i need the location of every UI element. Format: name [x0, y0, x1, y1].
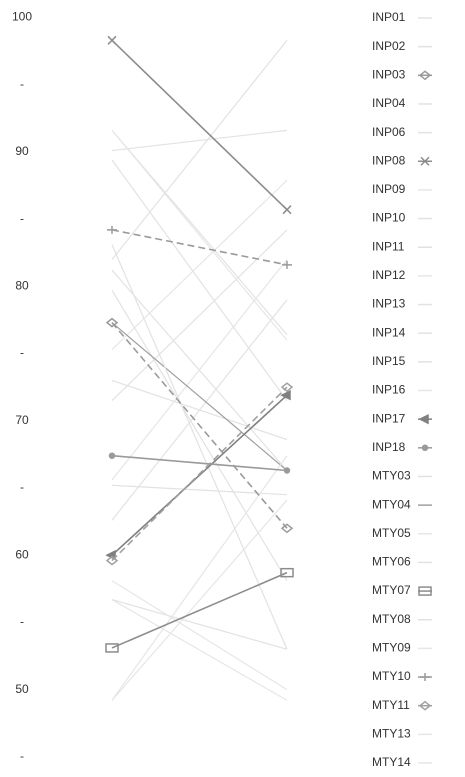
- y-tick-label: -: [20, 615, 24, 629]
- series-line: [111, 129, 288, 152]
- legend-marker: [418, 700, 432, 711]
- legend-marker: [418, 413, 429, 425]
- legend-label: INP11: [372, 239, 405, 253]
- series-line: [111, 499, 288, 701]
- legend-label: INP08: [372, 153, 406, 167]
- point-marker: [282, 260, 292, 269]
- point-marker: [108, 452, 116, 459]
- point-marker: [107, 35, 117, 45]
- y-tick-label: 50: [15, 682, 29, 696]
- legend-marker: [421, 444, 429, 452]
- point-marker: [105, 643, 119, 653]
- point-marker: [280, 567, 294, 578]
- legend-label: MTY04: [372, 497, 411, 511]
- point-marker: [280, 382, 294, 393]
- y-tick-label: -: [20, 346, 24, 360]
- series-line: [111, 159, 288, 401]
- legend-label: INP14: [372, 325, 406, 339]
- y-tick-label: -: [20, 480, 24, 494]
- legend-label: MTY07: [372, 583, 411, 597]
- y-tick-label: 100: [12, 10, 32, 24]
- y-tick-label: 60: [15, 547, 29, 561]
- series-line: [111, 130, 288, 341]
- legend-marker: [418, 70, 432, 81]
- legend-label: MTY03: [372, 469, 411, 483]
- series-line: [111, 229, 288, 402]
- series-line: [111, 244, 288, 650]
- legend-label: INP17: [372, 411, 406, 425]
- legend-label: MTY05: [372, 526, 411, 540]
- legend-label: MTY08: [372, 612, 411, 626]
- series-line: [111, 39, 288, 260]
- legend-marker: [420, 156, 430, 166]
- point-marker: [280, 390, 291, 401]
- legend-label: INP03: [372, 67, 406, 81]
- series-line: [111, 599, 288, 701]
- series-line: [111, 39, 288, 211]
- series-line: [111, 229, 288, 266]
- series-line: [111, 386, 288, 562]
- legend-label: MTY13: [372, 727, 411, 741]
- series-line: [111, 290, 288, 582]
- legend-label: INP13: [372, 297, 406, 311]
- y-tick-label: -: [20, 211, 24, 225]
- point-marker: [280, 523, 294, 534]
- legend-label: MTY06: [372, 555, 411, 569]
- point-marker: [105, 317, 119, 328]
- point-marker: [107, 225, 117, 234]
- series-line: [111, 322, 288, 471]
- legend-label: MTY09: [372, 641, 411, 655]
- legend-label: MTY11: [372, 698, 410, 712]
- legend-label: INP09: [372, 182, 406, 196]
- series-line: [111, 179, 288, 350]
- series-line: [111, 455, 288, 701]
- legend-marker: [420, 673, 430, 682]
- series-line: [111, 598, 288, 650]
- legend-label: INP18: [372, 440, 406, 454]
- point-marker: [282, 205, 292, 215]
- legend-label: INP10: [372, 211, 406, 225]
- legend-label: INP02: [372, 39, 406, 53]
- legend-label: INP04: [372, 96, 406, 110]
- series-line: [111, 379, 288, 441]
- y-tick-label: 80: [15, 279, 29, 293]
- point-marker: [105, 555, 119, 566]
- y-tick-label: -: [20, 77, 24, 91]
- point-marker: [283, 467, 291, 474]
- series-line: [111, 580, 288, 691]
- legend-label: INP01: [372, 10, 406, 24]
- y-tick-label: -: [20, 749, 24, 763]
- y-tick-label: 90: [15, 144, 29, 158]
- series-line: [111, 454, 288, 472]
- legend-label: INP16: [372, 383, 406, 397]
- legend-label: MTY10: [372, 669, 411, 683]
- legend-label: INP15: [372, 354, 406, 368]
- series-line: [111, 571, 288, 649]
- series-line: [111, 259, 288, 481]
- series-line: [111, 394, 288, 556]
- legend-marker: [418, 586, 432, 596]
- legend-label: INP06: [372, 125, 406, 139]
- legend-label: INP12: [372, 268, 406, 282]
- y-tick-label: 70: [15, 413, 29, 427]
- legend-label: MTY14: [372, 755, 411, 769]
- series-line: [111, 322, 288, 529]
